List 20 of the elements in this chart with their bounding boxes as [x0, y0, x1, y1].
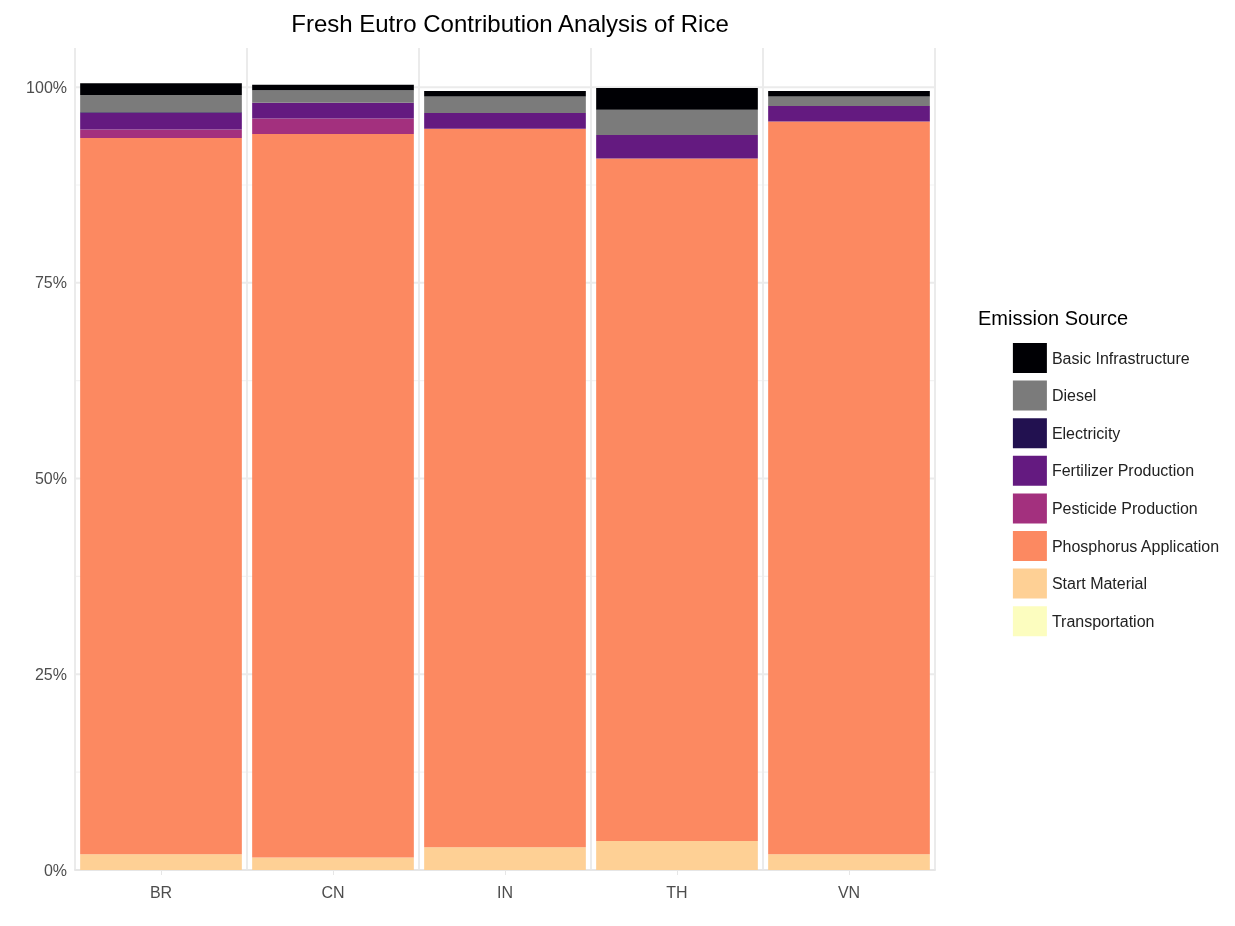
- legend-label: Pesticide Production: [1051, 499, 1198, 517]
- x-tick-label: VN: [837, 883, 861, 901]
- y-tick-label: 75%: [34, 274, 67, 292]
- legend-label: Diesel: [1051, 387, 1097, 405]
- y-tick-label: 0%: [43, 861, 67, 879]
- x-tick-label: TH: [666, 883, 688, 901]
- y-tick-label: 100%: [26, 78, 67, 96]
- legend-label: Transportation: [1051, 612, 1155, 630]
- x-tick-label: BR: [149, 883, 173, 901]
- x-tick-label: CN: [321, 883, 345, 901]
- y-tick-label: 25%: [34, 665, 67, 683]
- legend-title: Emission Source: [978, 307, 1129, 329]
- legend-label: Phosphorus Application: [1051, 537, 1220, 555]
- x-tick-label: IN: [497, 883, 513, 901]
- legend-label: Start Material: [1051, 575, 1148, 593]
- y-tick-label: 50%: [34, 470, 67, 488]
- legend-label: Electricity: [1051, 424, 1121, 442]
- legend-label: Basic Infrastructure: [1051, 349, 1190, 367]
- chart-title: Fresh Eutro Contribution Analysis of Rice: [291, 9, 729, 37]
- legend-label: Fertilizer Production: [1051, 462, 1195, 480]
